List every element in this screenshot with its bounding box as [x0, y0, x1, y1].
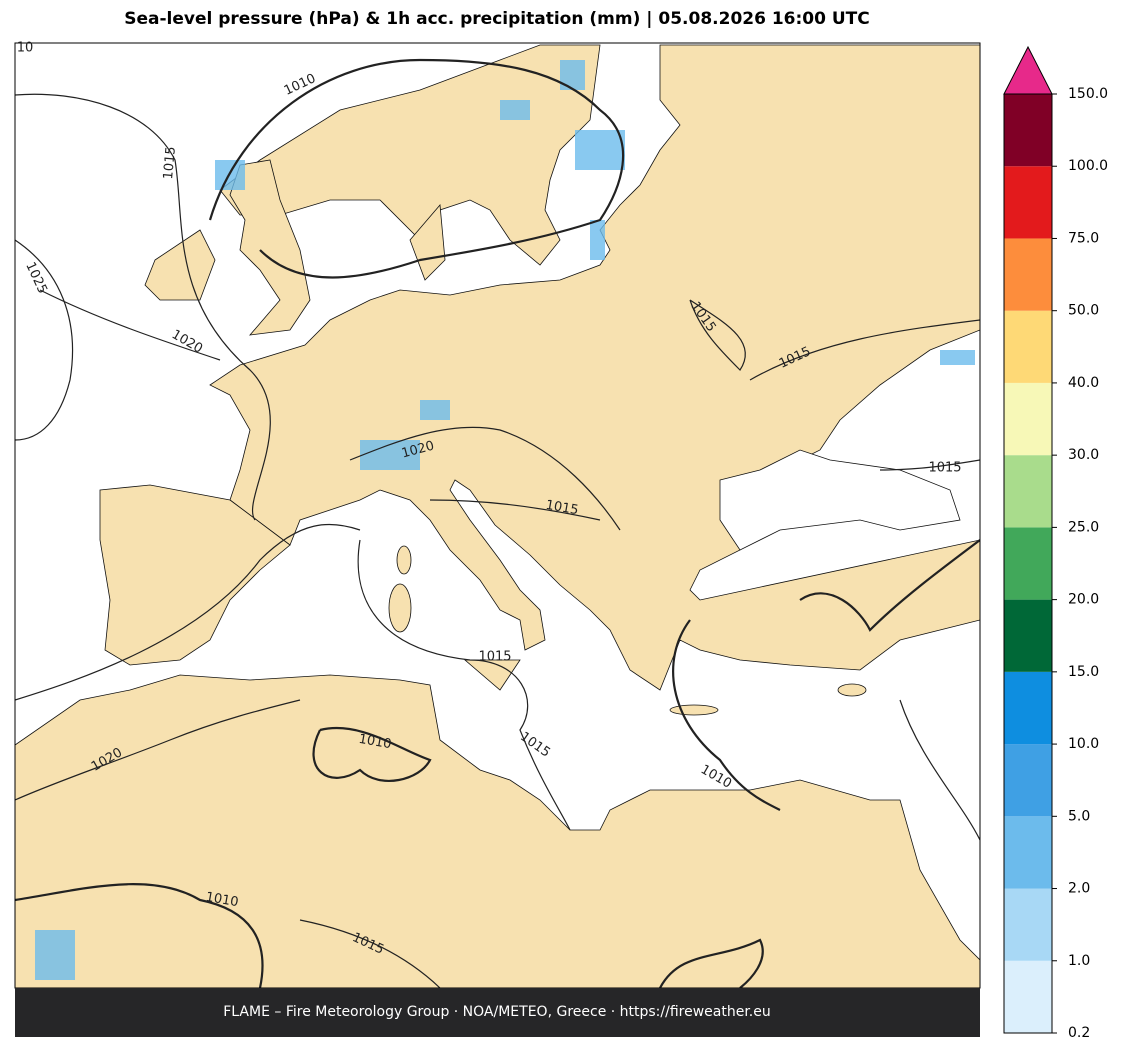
colorbar-tick-label: 10.0	[1068, 736, 1099, 752]
colorbar-tick-label: 40.0	[1068, 375, 1099, 391]
colorbar-tick-label: 25.0	[1068, 519, 1099, 535]
corsica	[396, 545, 412, 575]
africa	[15, 674, 980, 988]
sardinia	[388, 583, 412, 633]
colorbar: 0.2 1.0 2.0 5.0 10.0 15.0 20.0 25.0 30.0 40.0 50.0…	[1003, 45, 1108, 1041]
colorbar-bin	[1004, 527, 1052, 600]
colorbar-tick-label: 1.0	[1068, 953, 1090, 969]
contour-label: 1010	[204, 890, 239, 911]
colorbar-bin	[1004, 888, 1052, 961]
colorbar-tick-label: 30.0	[1068, 447, 1099, 463]
colorbar-tick-label: 2.0	[1068, 881, 1090, 897]
colorbar-tick-label: 5.0	[1068, 808, 1090, 824]
contour-label: 10	[17, 41, 34, 56]
colorbar-bin	[1004, 382, 1052, 456]
colorbar-tick-label: 150.0	[1068, 86, 1108, 102]
colorbar-tick-label: 15.0	[1068, 664, 1099, 680]
colorbar-tick-label: 75.0	[1068, 230, 1099, 246]
colorbar-bin	[1004, 166, 1052, 239]
sicily	[463, 659, 521, 691]
precipitation	[35, 60, 975, 980]
cyprus	[837, 683, 867, 697]
map	[15, 43, 980, 988]
contour-label: 1015	[161, 146, 179, 180]
colorbar-bin	[1004, 960, 1052, 1033]
colorbar-bin	[1004, 816, 1052, 889]
colorbar-bin	[1004, 94, 1052, 167]
crete	[669, 704, 719, 716]
great-britain	[229, 159, 311, 336]
colorbar-bin	[1004, 671, 1052, 745]
title: Sea-level pressure (hPa) & 1h acc. preci…	[124, 9, 870, 29]
colorbar-bin	[1004, 310, 1052, 383]
colorbar-tick-label: 20.0	[1068, 592, 1099, 608]
ireland	[144, 229, 216, 301]
contour-label: 1010	[357, 732, 392, 753]
black-sea	[719, 449, 961, 551]
colorbar-tick-label: 0.2	[1068, 1025, 1090, 1041]
colorbar-bin	[1004, 238, 1052, 311]
isobars	[15, 58, 980, 988]
contour-label: 1015	[928, 461, 961, 476]
colorbar-bin	[1004, 744, 1052, 817]
colorbar-extend	[1003, 45, 1053, 95]
contour-label: 1015	[478, 650, 511, 665]
iberia	[99, 484, 291, 666]
footer-text: FLAME – Fire Meteorology Group · NOA/MET…	[223, 1004, 771, 1020]
footer-bar	[15, 988, 980, 1037]
colorbar-frame	[1003, 93, 1053, 1034]
contour-label: 1015	[544, 498, 579, 519]
colorbar-bin	[1004, 599, 1052, 672]
colorbar-bin	[1004, 455, 1052, 528]
colorbar-tick-label: 50.0	[1068, 303, 1099, 319]
colorbar-tick-label: 100.0	[1068, 158, 1108, 174]
